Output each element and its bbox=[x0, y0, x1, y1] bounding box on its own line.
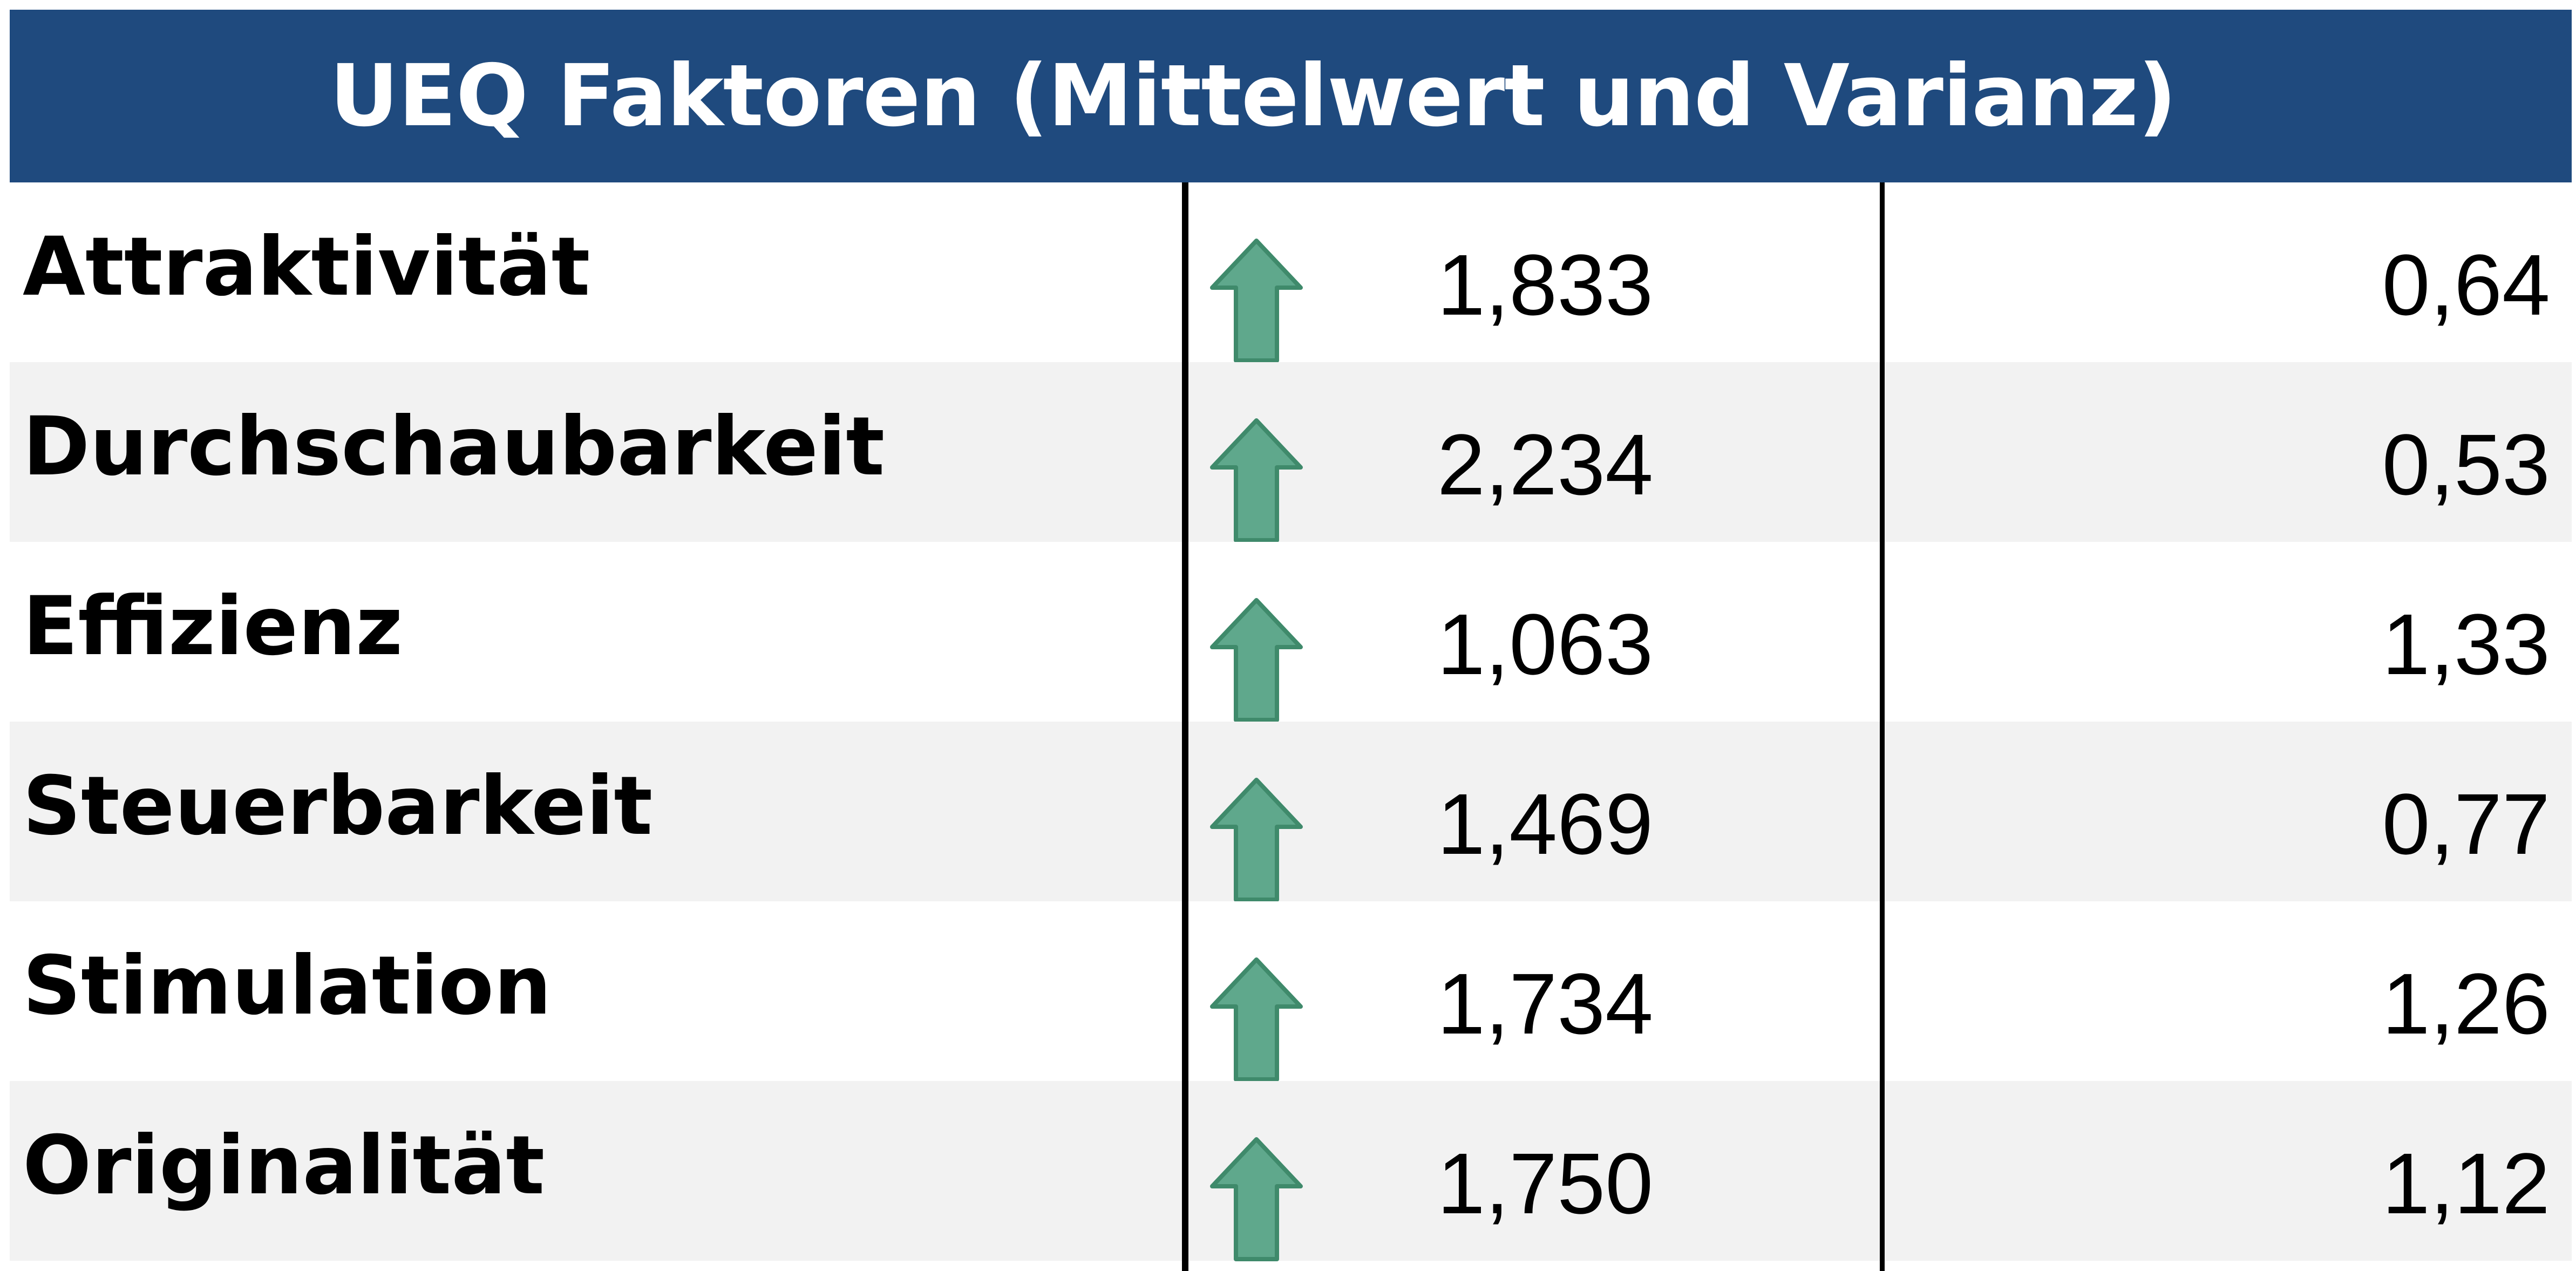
up-arrow-icon bbox=[1210, 957, 1303, 1082]
variance-value: 1,12 bbox=[2382, 1135, 2550, 1232]
table-row: Attraktivität 1,833 0,64 bbox=[10, 182, 2572, 363]
mean-value: 2,234 bbox=[1437, 416, 1654, 513]
variance-value: 1,33 bbox=[2382, 596, 2550, 692]
variance-value: 1,26 bbox=[2382, 955, 2550, 1052]
column-divider bbox=[1880, 182, 1885, 1271]
table-row: Originalität 1,750 1,12 bbox=[10, 1081, 2572, 1261]
ueq-table: UEQ Faktoren (Mittelwert und Varianz) At… bbox=[10, 10, 2572, 1271]
factor-name: Attraktivität bbox=[23, 220, 590, 314]
mean-value: 1,734 bbox=[1437, 955, 1654, 1052]
table-row: Durchschaubarkeit 2,234 0,53 bbox=[10, 362, 2572, 542]
factor-name: Steuerbarkeit bbox=[23, 759, 653, 853]
column-divider bbox=[1182, 182, 1188, 1271]
table-header: UEQ Faktoren (Mittelwert und Varianz) bbox=[10, 10, 2572, 182]
up-arrow-icon bbox=[1210, 778, 1303, 902]
table-body: Attraktivität 1,833 0,64 Durchschaubarke… bbox=[10, 182, 2572, 1261]
factor-name: Stimulation bbox=[23, 939, 552, 1033]
table-title: UEQ Faktoren (Mittelwert und Varianz) bbox=[329, 46, 2177, 146]
up-arrow-icon bbox=[1210, 598, 1303, 722]
mean-value: 1,469 bbox=[1437, 776, 1654, 872]
variance-value: 0,64 bbox=[2382, 236, 2550, 333]
mean-value: 1,750 bbox=[1437, 1135, 1654, 1232]
variance-value: 0,77 bbox=[2382, 776, 2550, 872]
table-row: Stimulation 1,734 1,26 bbox=[10, 901, 2572, 1082]
factor-name: Effizienz bbox=[23, 580, 403, 674]
up-arrow-icon bbox=[1210, 418, 1303, 542]
up-arrow-icon bbox=[1210, 239, 1303, 363]
up-arrow-icon bbox=[1210, 1137, 1303, 1261]
mean-value: 1,833 bbox=[1437, 236, 1654, 333]
mean-value: 1,063 bbox=[1437, 596, 1654, 692]
table-row: Effizienz 1,063 1,33 bbox=[10, 542, 2572, 722]
variance-value: 0,53 bbox=[2382, 416, 2550, 513]
table-row: Steuerbarkeit 1,469 0,77 bbox=[10, 722, 2572, 902]
factor-name: Durchschaubarkeit bbox=[23, 400, 885, 494]
factor-name: Originalität bbox=[23, 1119, 545, 1213]
